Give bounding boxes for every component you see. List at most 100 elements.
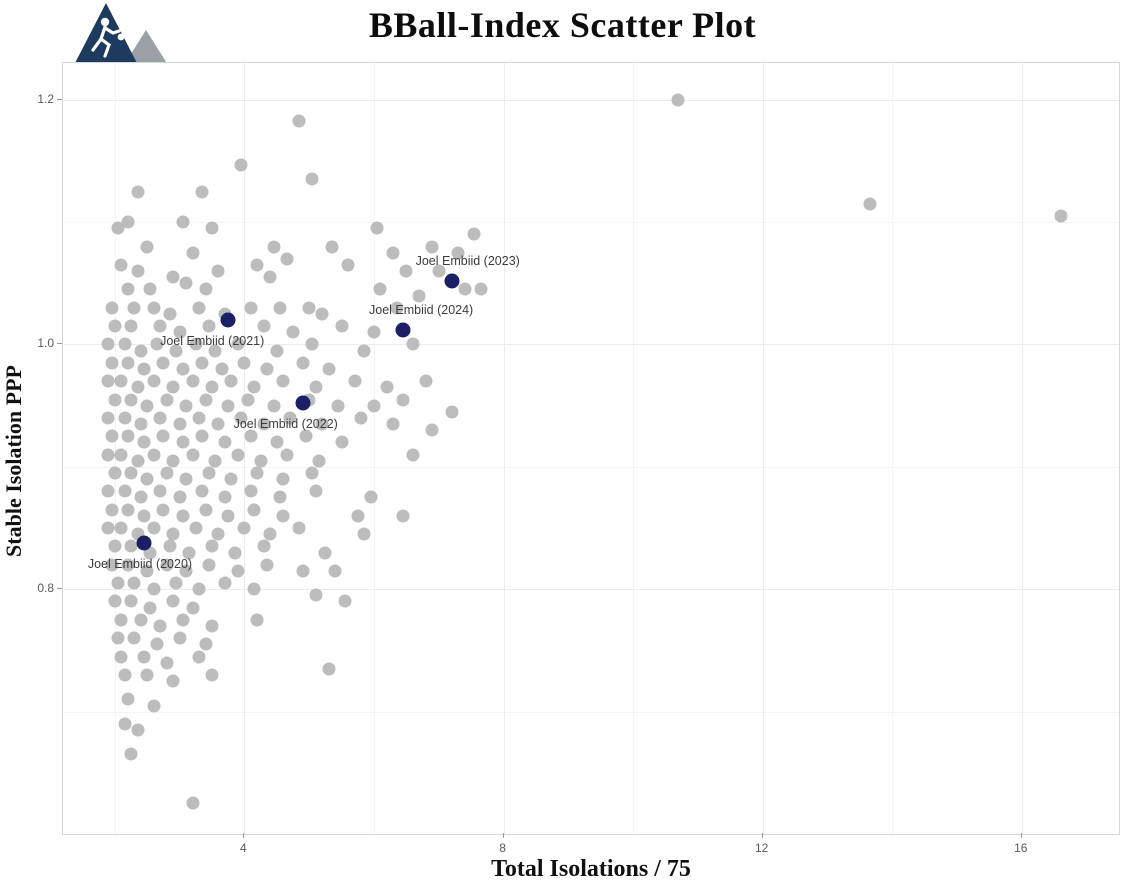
scatter-point [118,668,132,682]
scatter-point [156,356,170,370]
scatter-point [280,448,293,462]
scatter-point [134,417,148,431]
scatter-point [147,301,161,315]
scatter-point [202,466,216,480]
scatter-point [318,546,332,560]
gridline-x [1021,63,1023,834]
scatter-point [335,319,349,333]
gridline-x-minor [114,63,116,834]
gridline-y-minor [63,466,1119,468]
scatter-point [169,576,183,590]
scatter-point [205,380,219,394]
scatter-point [263,270,277,284]
scatter-point [105,503,119,517]
scatter-point [228,546,242,560]
scatter-point [237,356,251,370]
scatter-point [176,613,190,627]
scatter-point [211,417,225,431]
scatter-point [140,399,154,413]
scatter-point [386,417,400,431]
scatter-point [231,337,245,351]
scatter-point [386,246,400,260]
scatter-point [273,301,287,315]
scatter-point [114,521,128,535]
scatter-point [124,466,138,480]
scatter-point [335,435,349,449]
scatter-point [425,240,439,254]
scatter-point [205,668,219,682]
scatter-point [286,325,300,339]
scatter-point [341,258,355,272]
scatter-point [309,588,323,602]
scatter-point [234,411,248,425]
x-tick-mark [1020,833,1022,838]
y-tick-mark [57,98,62,100]
scatter-point [215,362,229,376]
scatter-point [121,429,135,443]
scatter-point [208,344,222,358]
scatter-point [101,411,115,425]
scatter-point [134,344,148,358]
scatter-point [111,576,125,590]
scatter-point [131,380,144,394]
scatter-point [179,276,193,290]
scatter-point [263,527,277,541]
scatter-point [147,699,161,712]
scatter-point [160,393,174,407]
x-tick-label: 8 [499,841,506,855]
scatter-point [105,301,119,315]
scatter-point [221,509,235,523]
bball-index-logo-icon [74,3,168,65]
scatter-point [182,546,196,560]
scatter-point [205,539,219,553]
scatter-point [166,674,180,688]
scatter-point [357,344,371,358]
scatter-point [124,393,138,407]
scatter-point [140,240,154,254]
scatter-point [331,399,345,413]
scatter-point [179,399,193,413]
scatter-point [364,490,378,504]
scatter-point [260,362,274,376]
scatter-point [163,307,177,321]
scatter-point [186,448,200,462]
scatter-point [150,637,164,651]
scatter-point [412,289,426,303]
scatter-point [309,484,323,498]
scatter-point [218,435,232,449]
scatter-point [224,472,238,486]
scatter-point [322,662,336,676]
scatter-point [205,221,219,235]
scatter-point [111,631,125,645]
scatter-point [131,723,144,737]
embiid-point-label: Joel Embiid (2021) [160,334,265,348]
scatter-point [380,380,394,394]
scatter-point [208,454,222,468]
scatter-point [131,454,144,468]
scatter-point [108,466,122,480]
scatter-point [432,264,446,278]
scatter-point [156,503,170,517]
scatter-point [231,564,245,578]
embiid-point [295,395,311,411]
scatter-point [357,527,371,541]
scatter-point [445,405,459,419]
plot-area: Joel Embiid (2020) Joel Embiid (2021) Joel… [62,62,1120,835]
scatter-point [419,374,433,388]
scatter-point [137,650,151,664]
scatter-point [114,613,128,627]
scatter-point [296,564,310,578]
scatter-point [309,380,323,394]
gridline-y-minor [63,222,1119,224]
scatter-point [101,484,115,498]
scatter-point [173,631,187,645]
scatter-point [199,282,213,296]
scatter-point [173,490,187,504]
scatter-point [367,325,381,339]
scatter-point [348,374,362,388]
scatter-point [153,319,167,333]
scatter-point [270,344,284,358]
scatter-point [305,172,319,186]
scatter-point [105,356,119,370]
